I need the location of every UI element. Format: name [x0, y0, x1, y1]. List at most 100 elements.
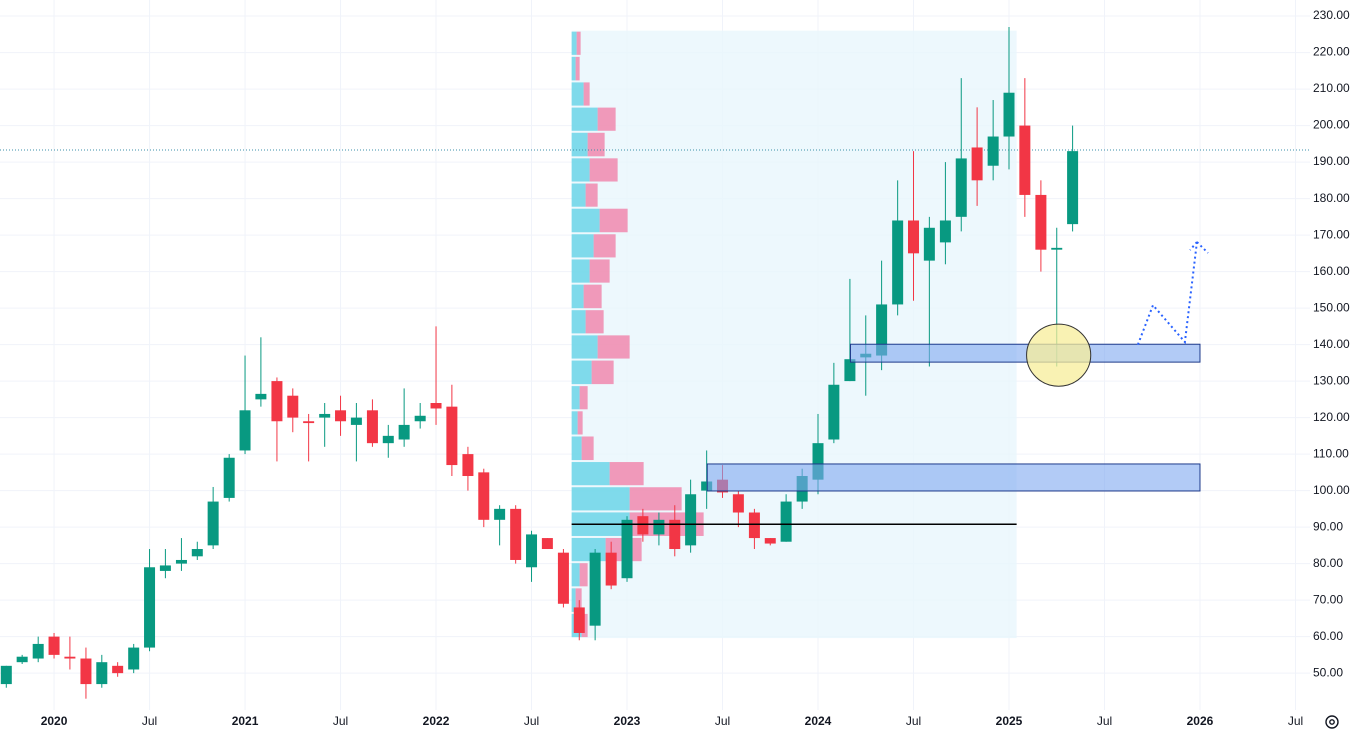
candle-body [430, 403, 442, 409]
profile-up-bar [571, 360, 592, 385]
y-tick-label: 120.00 [1313, 410, 1350, 424]
candle-body [557, 552, 569, 604]
x-tick-label: 2024 [805, 714, 832, 728]
profile-up-bar [571, 335, 598, 359]
y-tick-label: 100.00 [1313, 483, 1350, 497]
candle-body [207, 501, 219, 546]
profile-down-bar [585, 310, 604, 334]
arrow-head [1189, 241, 1198, 251]
candle-body [0, 665, 12, 685]
candle-body [96, 662, 108, 685]
profile-down-bar [589, 259, 610, 283]
candle-body [987, 136, 999, 166]
profile-down-bar [583, 284, 602, 309]
candle-body [1019, 125, 1031, 195]
profile-up-bar [571, 132, 588, 157]
candle-body [923, 227, 935, 261]
candle-body [144, 567, 156, 648]
y-tick-label: 170.00 [1313, 227, 1350, 241]
candle-body [128, 647, 140, 670]
profile-up-bar [571, 386, 580, 410]
profile-down-bar [587, 132, 605, 157]
profile-up-bar [571, 411, 578, 435]
y-tick-label: 110.00 [1313, 446, 1349, 460]
profile-up-bar [571, 107, 598, 131]
candle-body [16, 656, 28, 663]
candle-body [828, 384, 840, 440]
x-tick-label: 2020 [41, 714, 68, 728]
projection-path [1136, 241, 1198, 345]
candle-body [541, 538, 553, 550]
gear-outer [1325, 715, 1339, 729]
settings-icon[interactable] [1325, 715, 1339, 729]
zone [706, 463, 1201, 492]
y-tick-label: 220.00 [1313, 45, 1350, 59]
x-tick-label: 2025 [996, 714, 1023, 728]
zone [849, 343, 1201, 363]
x-tick-label: 2021 [232, 714, 259, 728]
profile-down-bar [581, 436, 594, 461]
x-tick-label: Jul [142, 714, 157, 728]
x-tick-label: Jul [906, 714, 921, 728]
x-tick-label: Jul [715, 714, 730, 728]
profile-up-bar [571, 436, 582, 461]
profile-down-bar [629, 487, 682, 511]
candle-body [685, 494, 697, 546]
y-tick-label: 60.00 [1313, 629, 1343, 643]
profile-down-bar [579, 386, 588, 410]
y-tick-label: 140.00 [1313, 337, 1350, 351]
candle-body [908, 220, 920, 254]
x-tick-label: Jul [333, 714, 348, 728]
profile-up-bar [571, 310, 586, 334]
y-tick-label: 210.00 [1313, 81, 1350, 95]
y-tick-label: 230.00 [1313, 8, 1350, 22]
profile-down-bar [609, 462, 644, 486]
candle-body [303, 421, 315, 424]
x-tick-label: 2023 [614, 714, 641, 728]
candle-body [398, 424, 410, 440]
y-tick-label: 90.00 [1313, 519, 1343, 533]
profile-up-bar [571, 588, 576, 612]
y-tick-label: 150.00 [1313, 300, 1350, 314]
candle-body [159, 565, 171, 571]
highlight-ellipse [1026, 323, 1092, 387]
candle-body [637, 516, 649, 535]
candle-body [350, 417, 362, 425]
candle-body [844, 359, 856, 382]
candle-body [48, 636, 60, 655]
profile-down-bar [583, 82, 590, 106]
candle-body [319, 413, 331, 418]
candle-body [605, 552, 617, 586]
candle-body [1067, 151, 1079, 225]
candle-body [780, 501, 792, 542]
candle-body [589, 552, 601, 626]
candle-body [526, 534, 538, 568]
profile-up-bar [571, 208, 600, 233]
candle-body [573, 607, 585, 633]
profile-down-bar [593, 234, 616, 258]
y-tick-label: 70.00 [1313, 592, 1343, 606]
candle-body [621, 519, 633, 579]
candle-body [701, 481, 713, 491]
profile-up-bar [571, 82, 584, 106]
profile-area [571, 30, 1017, 639]
candle-body [955, 158, 967, 217]
candle-body [494, 508, 506, 520]
candle-body [382, 435, 394, 444]
candle-body [64, 656, 76, 659]
candle-body [653, 519, 665, 535]
candle-body [812, 443, 824, 480]
profile-down-bar [591, 360, 614, 385]
profile-down-bar [575, 56, 580, 81]
candle-body [764, 538, 776, 544]
candle-body [971, 147, 983, 181]
candle-body [510, 508, 522, 560]
candle-body [287, 395, 299, 418]
candle-body [335, 410, 347, 422]
gear-inner [1329, 719, 1335, 725]
x-tick-label: Jul [524, 714, 539, 728]
profile-up-bar [571, 563, 580, 587]
profile-up-bar [571, 284, 584, 309]
profile-down-bar [599, 208, 628, 233]
